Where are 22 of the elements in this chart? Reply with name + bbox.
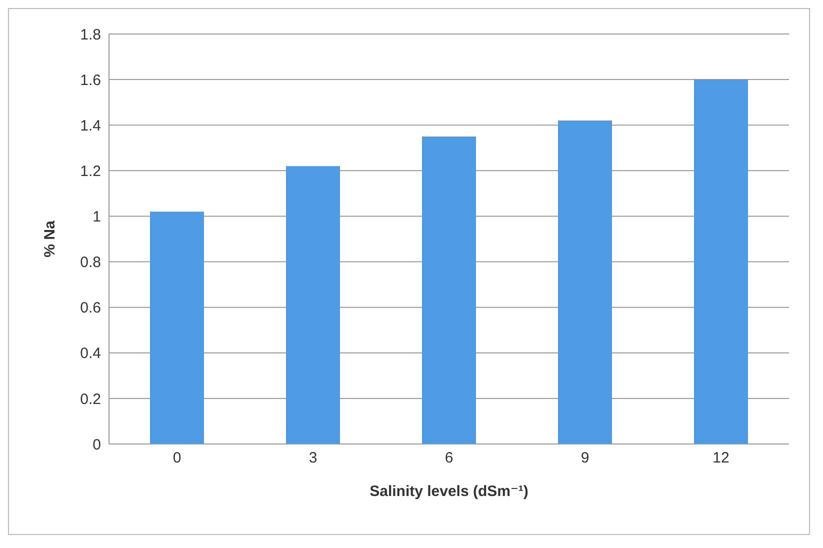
y-tick-label: 0.8 (80, 254, 101, 272)
x-tick-label: 12 (712, 450, 730, 467)
x-tick-label: 9 (580, 450, 590, 467)
x-axis-title: Salinity levels (dSm⁻¹) (370, 483, 528, 500)
x-tick-label: 0 (172, 450, 182, 467)
bar (286, 166, 340, 444)
y-tick-label: 0.4 (80, 345, 101, 362)
y-tick-label: 0 (92, 436, 101, 454)
y-axis-title: % Na (41, 220, 58, 258)
y-tick-label: 1.6 (80, 72, 101, 89)
y-tick-label: 1.2 (80, 162, 101, 180)
bar (422, 136, 476, 444)
x-tick-label: 3 (308, 450, 318, 467)
y-tick-label: 1 (92, 208, 101, 226)
y-tick-label: 0.2 (80, 390, 101, 408)
y-tick-label: 0.6 (80, 300, 101, 317)
y-tick-label: 1.8 (80, 26, 101, 44)
y-tick-label: 1.4 (80, 117, 101, 134)
bar (694, 80, 748, 444)
bar (558, 120, 612, 444)
bar (150, 212, 204, 444)
x-tick-label: 6 (444, 450, 454, 467)
